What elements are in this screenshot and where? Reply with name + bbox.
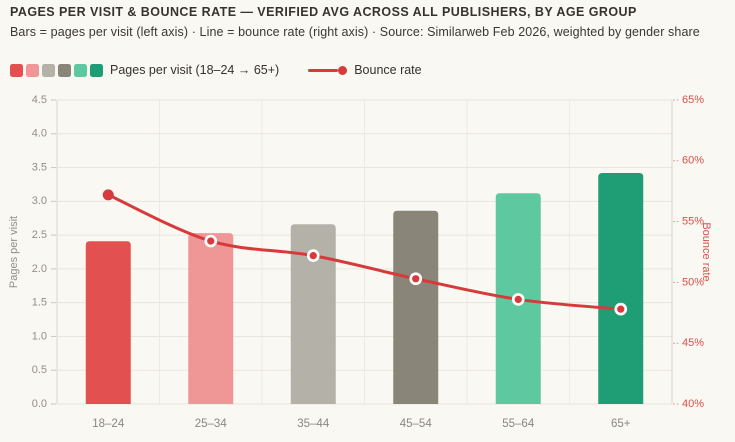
x-axis-label-55–64: 55–64 [502, 418, 535, 430]
right-axis-tick-label: 65% [682, 94, 704, 106]
left-axis-tick-label: 3.0 [32, 195, 47, 207]
right-axis-tick-label: 45% [682, 337, 704, 349]
bounce-rate-point-18–24 [102, 189, 114, 201]
left-axis-tick-label: 2.5 [32, 229, 47, 241]
bounce-rate-line-icon [308, 64, 348, 77]
bounce-rate-point-65+ [614, 302, 628, 316]
legend-swatch-35–44 [42, 63, 55, 77]
legend-line-segment [308, 68, 339, 72]
legend-swatch-55–64 [74, 63, 87, 77]
x-axis-label-25–34: 25–34 [195, 418, 228, 430]
bar-35–44 [290, 224, 336, 404]
bar-color-swatches [10, 63, 103, 77]
legend-swatch-45–54 [58, 63, 71, 77]
x-axis-label-65+: 65+ [611, 418, 631, 430]
bounce-rate-point-45–54 [409, 272, 423, 286]
left-axis-title: Pages per visit [8, 216, 20, 288]
legend-swatch-25–34 [26, 63, 39, 77]
right-axis-tick-label: 40% [682, 398, 704, 410]
x-axis-label-35–44: 35–44 [297, 418, 330, 430]
chart-subtitle: Bars = pages per visit (left axis) · Lin… [10, 25, 700, 39]
right-axis-tick-label: 60% [682, 155, 704, 167]
bounce-rate-point-55–64 [511, 293, 525, 306]
legend-swatch-18–24 [10, 63, 23, 77]
right-axis-tick-label: 55% [682, 216, 704, 228]
legend-swatch-65+ [90, 63, 103, 77]
left-axis-tick-label: 4.5 [32, 94, 47, 106]
bar-18–24 [85, 241, 131, 404]
left-axis-tick-label: 3.5 [32, 161, 47, 173]
bar-65+ [598, 172, 644, 404]
bounce-rate-point-35–44 [306, 249, 320, 262]
x-axis-label-45–54: 45–54 [400, 418, 433, 430]
left-axis-tick-label: 4.0 [32, 128, 47, 140]
bounce-rate-line [106, 193, 623, 311]
legend-bars-label: Pages per visit (18–24 → 65+) [110, 63, 280, 77]
bounce-rate-point-25–34 [204, 234, 218, 248]
x-axis-label-18–24: 18–24 [92, 418, 125, 430]
left-axis-tick-label: 1.0 [32, 330, 47, 342]
chart-title: PAGES PER VISIT & BOUNCE RATE — VERIFIED… [10, 5, 637, 19]
bar-45–54 [393, 210, 439, 404]
bar-25–34 [188, 233, 234, 404]
left-axis-tick-label: 0.0 [32, 398, 47, 410]
chart-legend: Pages per visit (18–24 → 65+) Bounce rat… [10, 62, 422, 78]
right-axis-tick-label: 50% [682, 276, 704, 288]
left-axis-tick-label: 0.5 [32, 364, 47, 376]
left-axis-tick-label: 2.0 [32, 263, 47, 275]
left-axis-tick-label: 1.5 [32, 297, 47, 309]
right-axis-title: Bounce rate [700, 222, 712, 281]
legend-line-label: Bounce rate [354, 63, 422, 77]
legend-line-dot [338, 65, 348, 75]
